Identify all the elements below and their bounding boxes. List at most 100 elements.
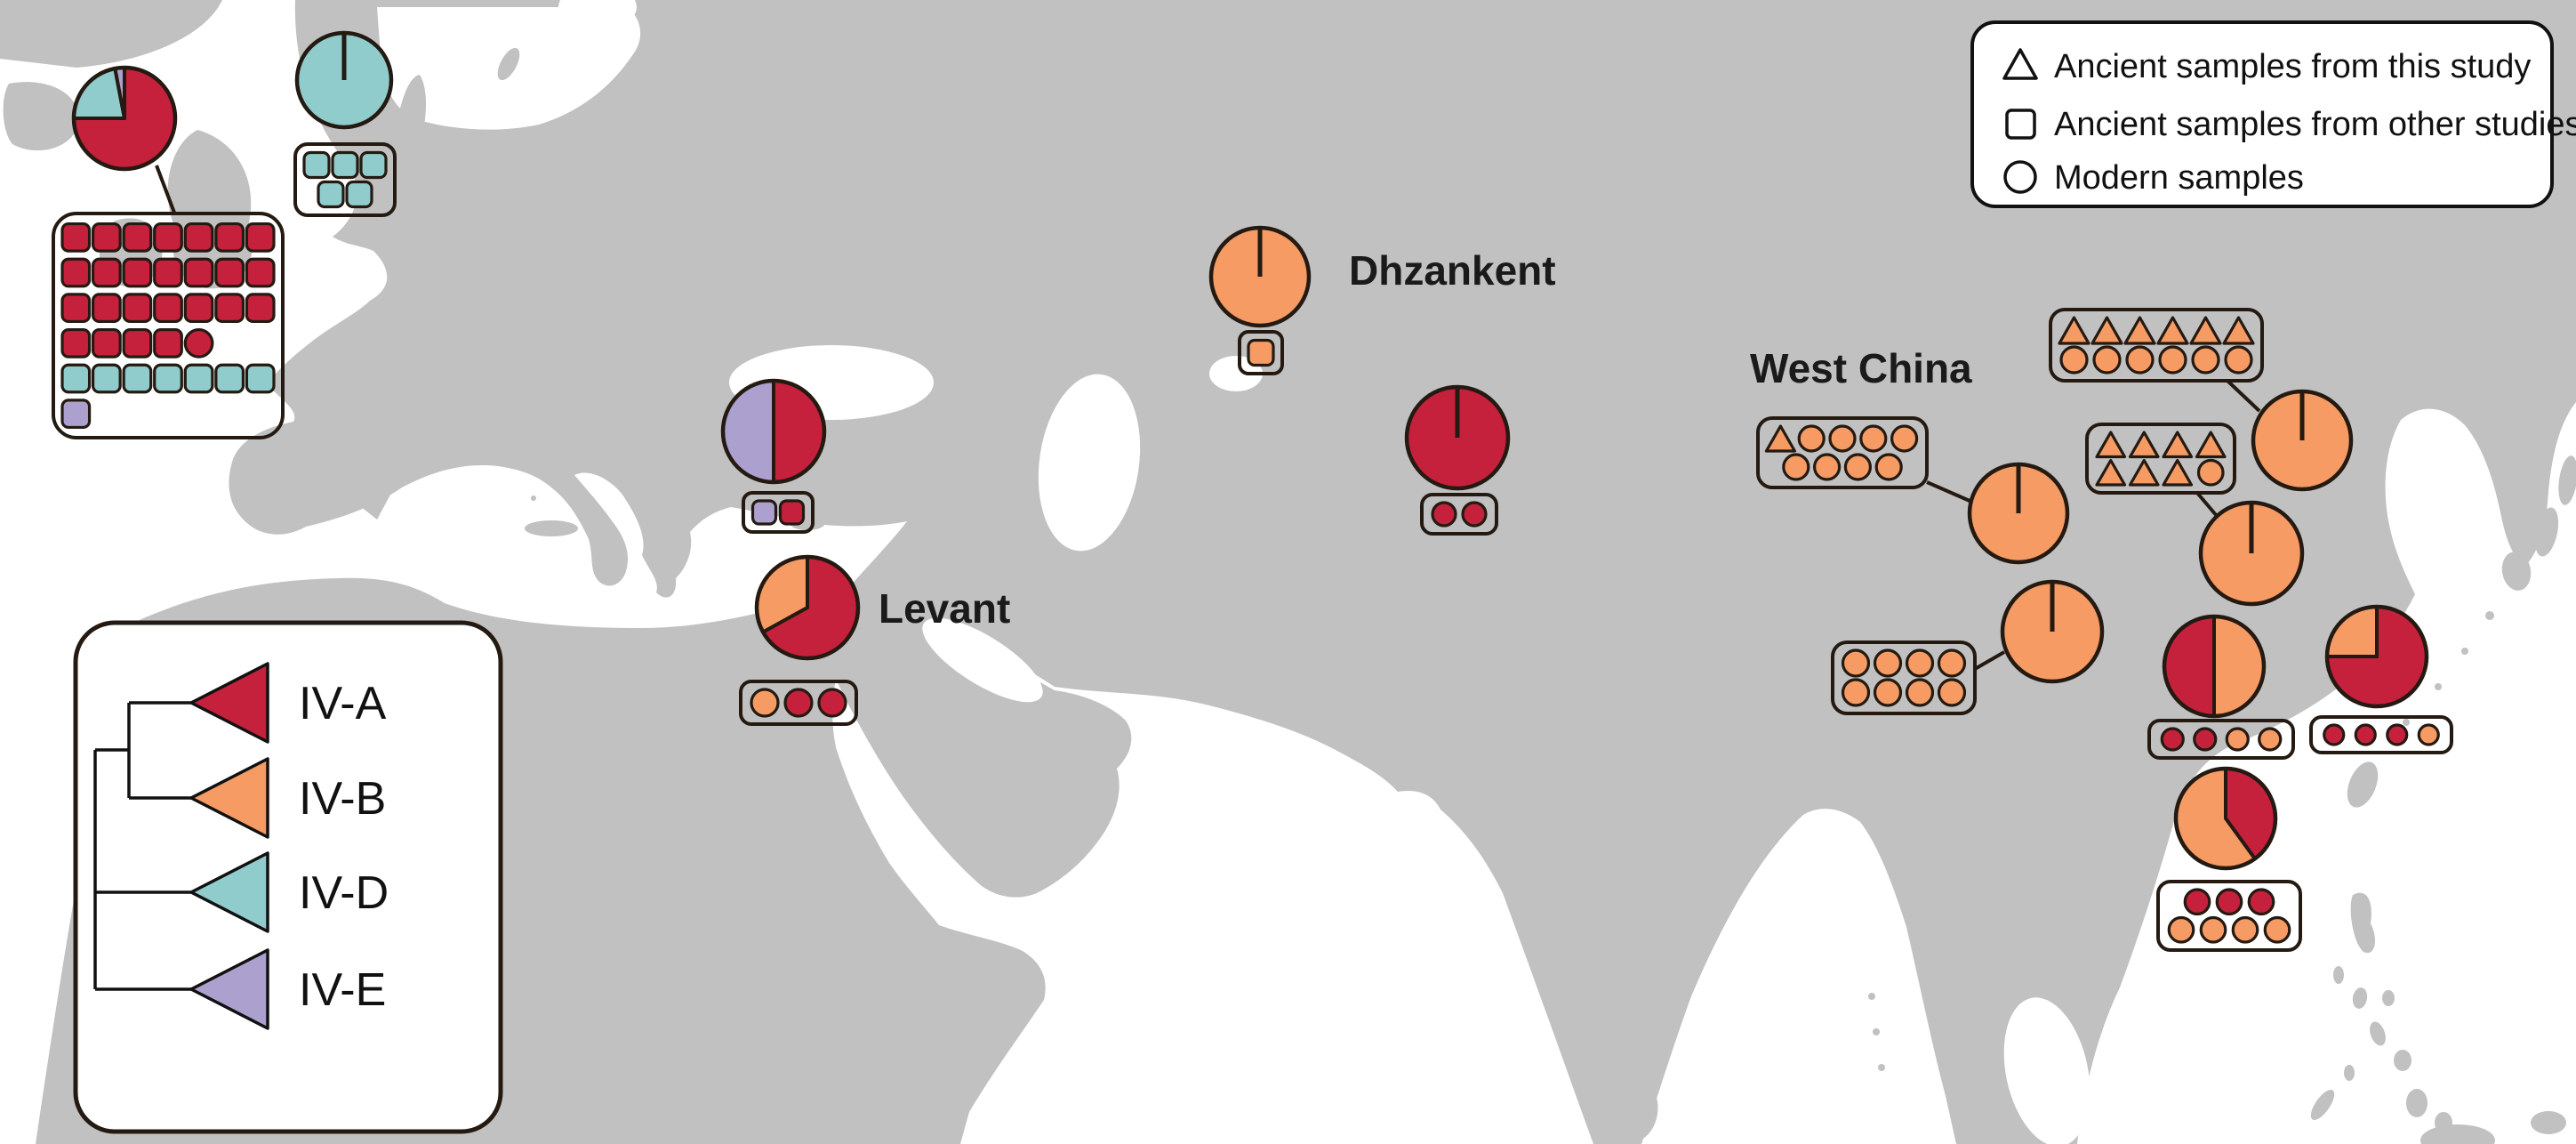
sample-square bbox=[153, 222, 183, 253]
sample-square bbox=[245, 363, 276, 394]
sample-box-frame bbox=[2049, 308, 2264, 383]
sample-square bbox=[153, 293, 183, 324]
landmass-arctic-corner bbox=[0, 0, 222, 68]
pie-chart bbox=[1208, 225, 1312, 328]
site-dhzankent bbox=[1208, 225, 1312, 375]
pie-outline bbox=[754, 554, 861, 661]
sample-triangle bbox=[2095, 431, 2127, 459]
site-central-asia bbox=[1404, 384, 1511, 536]
pie-chart bbox=[2251, 389, 2354, 492]
sample-circle bbox=[183, 327, 214, 359]
island-borneo bbox=[2420, 1124, 2495, 1144]
pie-chart bbox=[1967, 462, 2070, 565]
sample-box-frame bbox=[1238, 330, 1284, 375]
sample-circle bbox=[1431, 501, 1457, 528]
sample-triangle bbox=[2123, 316, 2156, 345]
clade-label: IV-A bbox=[299, 678, 387, 729]
sample-circle bbox=[1873, 678, 1903, 707]
sample-circle bbox=[2199, 915, 2227, 944]
marker-legend-label: Ancient samples from other studies bbox=[2054, 106, 2576, 143]
sample-circle bbox=[1937, 678, 1967, 707]
sample-triangle bbox=[2189, 316, 2222, 345]
sample-circle bbox=[1937, 649, 1967, 678]
island-philippines bbox=[2406, 1089, 2428, 1117]
sample-box-frame bbox=[1756, 416, 1929, 489]
sample-square bbox=[153, 257, 183, 288]
island-gotland bbox=[497, 47, 520, 81]
leader-line bbox=[2226, 379, 2261, 413]
sample-box bbox=[2049, 308, 2264, 383]
sample-square bbox=[60, 399, 92, 430]
sea-aral bbox=[1209, 356, 1263, 391]
sample-circle bbox=[2059, 345, 2089, 375]
sample-square bbox=[345, 180, 373, 209]
sample-box bbox=[52, 212, 285, 439]
sample-circle bbox=[2160, 727, 2185, 752]
square-icon bbox=[2005, 109, 2036, 140]
pie-chart bbox=[1404, 384, 1511, 491]
sample-box-frame bbox=[52, 212, 285, 439]
island-philippines bbox=[2370, 1021, 2386, 1046]
region-label-dhzankent: Dhzankent bbox=[1349, 247, 1556, 294]
island-japan bbox=[2558, 455, 2576, 505]
sample-box-frame bbox=[2156, 880, 2302, 952]
sample-square bbox=[214, 293, 245, 324]
sample-circle bbox=[2183, 888, 2211, 916]
sample-triangle bbox=[2222, 316, 2255, 345]
region-label-levant: Levant bbox=[879, 585, 1010, 632]
sample-circle bbox=[1874, 453, 1903, 481]
clade-triangle bbox=[189, 757, 269, 839]
sample-triangle bbox=[2090, 316, 2123, 345]
sample-square bbox=[153, 327, 183, 359]
pie-outline bbox=[2173, 766, 2278, 871]
sample-box bbox=[739, 680, 858, 726]
sample-triangle bbox=[2195, 431, 2227, 459]
pie-outline bbox=[2162, 614, 2267, 719]
sample-square bbox=[60, 222, 92, 253]
island-denmark bbox=[395, 75, 426, 144]
island-philippines bbox=[2333, 966, 2344, 984]
sample-circle bbox=[1890, 424, 1919, 453]
island-andaman bbox=[1873, 1028, 1880, 1035]
sample-triangle bbox=[2162, 458, 2194, 487]
sample-square bbox=[183, 222, 214, 253]
sample-box-frame bbox=[2147, 719, 2295, 760]
pie-chart bbox=[294, 30, 394, 130]
sample-square bbox=[183, 363, 214, 394]
sample-square bbox=[60, 257, 92, 288]
sample-box-frame bbox=[2309, 715, 2453, 754]
sample-box bbox=[2156, 880, 2302, 952]
sample-square bbox=[60, 363, 92, 394]
sample-circle bbox=[1841, 649, 1871, 678]
sample-circle bbox=[1859, 424, 1888, 453]
island-philippines bbox=[2382, 990, 2395, 1006]
sample-circle bbox=[2231, 915, 2259, 944]
sample-box bbox=[293, 142, 397, 217]
sample-circle bbox=[2263, 915, 2291, 944]
pie-outline bbox=[720, 378, 827, 485]
leader-line bbox=[1926, 480, 1977, 505]
clade-label: IV-B bbox=[299, 773, 386, 825]
sample-box-frame bbox=[742, 491, 815, 534]
island-philippines bbox=[2394, 1050, 2411, 1071]
sample-circle bbox=[1461, 501, 1488, 528]
site-scandinavia bbox=[293, 30, 397, 217]
sample-box bbox=[2147, 719, 2295, 760]
sample-square bbox=[91, 327, 122, 359]
sample-box bbox=[1831, 640, 1977, 715]
sample-square bbox=[183, 257, 214, 288]
sample-circle bbox=[2167, 915, 2195, 944]
sample-triangle bbox=[2058, 316, 2090, 345]
island-ryukyu bbox=[2403, 719, 2410, 726]
sea-white-sea bbox=[558, 0, 637, 30]
clade-legend-frame bbox=[73, 620, 503, 1134]
site-west-china-b bbox=[2049, 308, 2354, 492]
pie-chart bbox=[720, 378, 827, 485]
sample-box-frame bbox=[739, 680, 858, 726]
sample-square bbox=[91, 257, 122, 288]
sample-circle bbox=[1841, 678, 1871, 707]
site-levant bbox=[739, 554, 861, 726]
sample-circle bbox=[1828, 424, 1857, 453]
sample-square bbox=[153, 363, 183, 394]
